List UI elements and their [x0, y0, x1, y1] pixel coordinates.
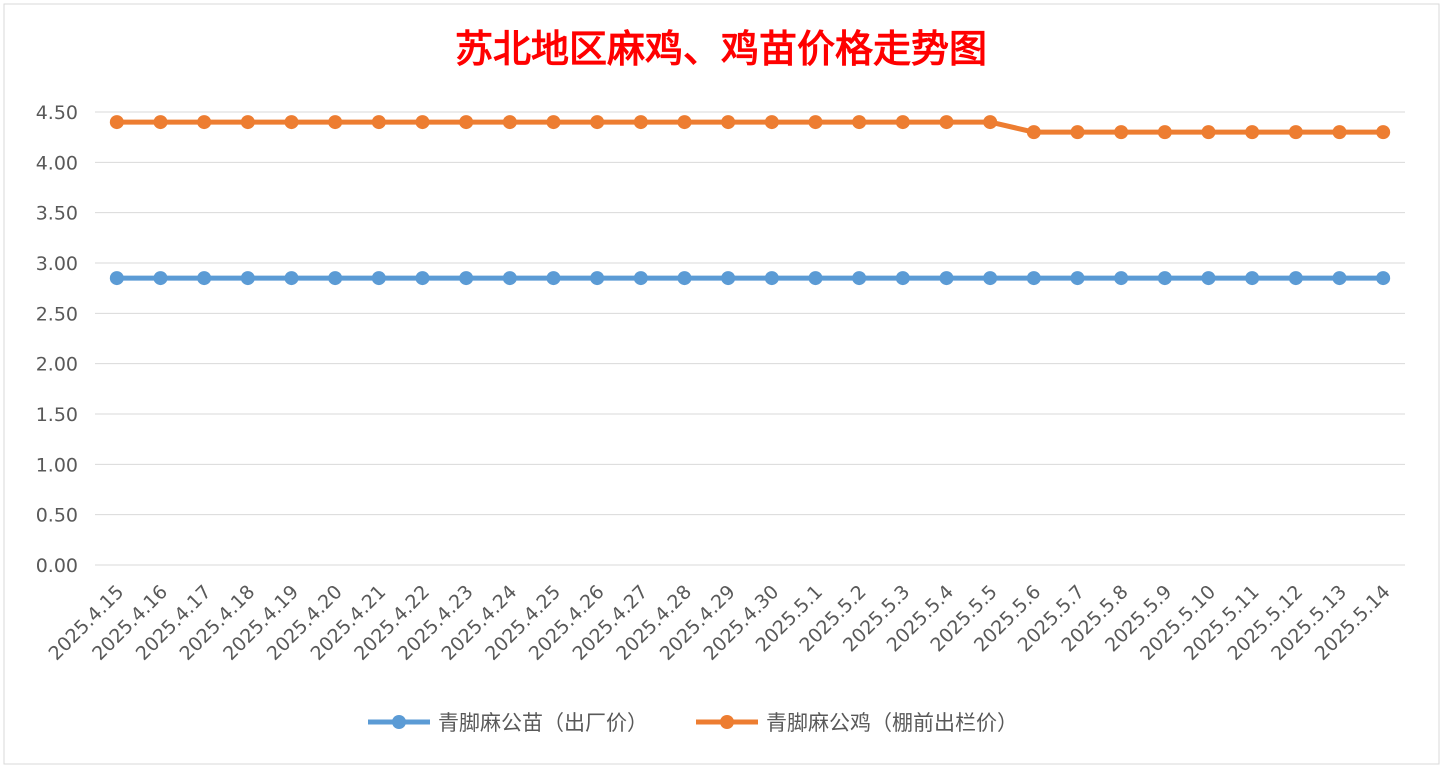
data-point — [721, 115, 736, 130]
series-group — [109, 271, 1391, 286]
data-point — [1157, 125, 1172, 140]
y-tick-label: 2.50 — [36, 303, 78, 325]
data-point — [1157, 271, 1172, 286]
data-point — [633, 115, 648, 130]
y-tick-label: 0.50 — [36, 505, 78, 527]
data-point — [1245, 271, 1260, 286]
data-point — [502, 115, 517, 130]
data-point — [590, 115, 605, 130]
data-point — [415, 271, 430, 286]
data-point — [459, 271, 474, 286]
data-point — [197, 271, 212, 286]
data-point — [1376, 125, 1391, 140]
data-point — [240, 115, 255, 130]
data-point — [240, 271, 255, 286]
data-point — [1332, 125, 1347, 140]
gridlines — [95, 111, 1405, 566]
data-point — [1026, 125, 1041, 140]
data-point — [1114, 125, 1129, 140]
data-point — [764, 271, 779, 286]
data-point — [590, 271, 605, 286]
data-point — [983, 271, 998, 286]
data-point — [895, 115, 910, 130]
data-point — [1026, 271, 1041, 286]
data-point — [939, 115, 954, 130]
data-point — [1201, 271, 1216, 286]
data-point — [983, 115, 998, 130]
data-point — [546, 271, 561, 286]
data-point — [808, 115, 823, 130]
y-tick-label: 1.00 — [36, 454, 78, 476]
data-point — [1245, 125, 1260, 140]
data-point — [1332, 271, 1347, 286]
data-point — [153, 271, 168, 286]
data-point — [109, 271, 124, 286]
legend-item[interactable]: 青脚麻公苗（出厂价） — [368, 711, 648, 735]
series-group — [109, 115, 1391, 140]
data-point — [677, 271, 692, 286]
data-point — [1376, 271, 1391, 286]
data-point — [895, 271, 910, 286]
y-axis-ticks: 0.00 0.50 1.00 1.50 2.00 2.50 3.00 3.50 4.00 4.50 — [36, 102, 78, 577]
data-point — [852, 271, 867, 286]
y-tick-label: 3.50 — [36, 203, 78, 225]
data-point — [1114, 271, 1129, 286]
data-point — [197, 115, 212, 130]
data-point — [1070, 125, 1085, 140]
data-point — [328, 115, 343, 130]
data-point — [721, 271, 736, 286]
data-point — [153, 115, 168, 130]
data-point — [109, 115, 124, 130]
data-point — [852, 115, 867, 130]
data-point — [1288, 125, 1303, 140]
data-point — [546, 115, 561, 130]
y-tick-label: 0.00 — [36, 555, 78, 577]
legend-label: 青脚麻公鸡（棚前出栏价） — [766, 711, 1018, 735]
y-tick-label: 4.50 — [36, 102, 78, 124]
y-tick-label: 3.00 — [36, 253, 78, 275]
data-point — [284, 271, 299, 286]
legend-label: 青脚麻公苗（出厂价） — [438, 711, 648, 735]
data-point — [764, 115, 779, 130]
data-point — [939, 271, 954, 286]
legend-item[interactable]: 青脚麻公鸡（棚前出栏价） — [696, 711, 1018, 735]
data-point — [284, 115, 299, 130]
legend-marker — [392, 715, 406, 729]
legend-marker — [720, 715, 734, 729]
data-point — [808, 271, 823, 286]
data-point — [328, 271, 343, 286]
data-point — [371, 271, 386, 286]
data-point — [459, 115, 474, 130]
data-point — [415, 115, 430, 130]
data-point — [502, 271, 517, 286]
data-point — [1201, 125, 1216, 140]
data-point — [633, 271, 648, 286]
data-point — [1070, 271, 1085, 286]
y-tick-label: 1.50 — [36, 404, 78, 426]
series-lines — [109, 115, 1391, 286]
y-tick-label: 4.00 — [36, 152, 78, 174]
y-tick-label: 2.00 — [36, 354, 78, 376]
legend[interactable]: 青脚麻公苗（出厂价） 青脚麻公鸡（棚前出栏价） — [368, 711, 1018, 735]
data-point — [371, 115, 386, 130]
chart-title: 苏北地区麻鸡、鸡苗价格走势图 — [455, 26, 987, 71]
data-point — [1288, 271, 1303, 286]
series-line — [114, 119, 1386, 135]
data-point — [677, 115, 692, 130]
